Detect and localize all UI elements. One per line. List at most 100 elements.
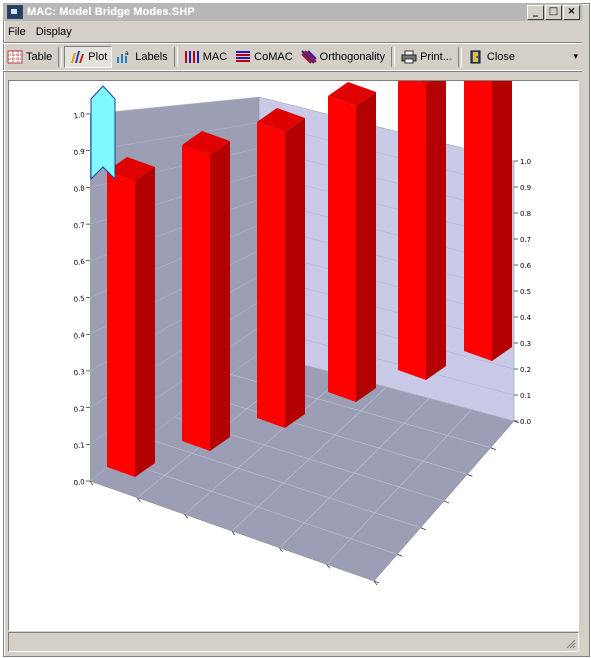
floor-tick-mark bbox=[420, 527, 426, 530]
close-window-button[interactable]: × bbox=[563, 4, 580, 20]
floor-tick-mark bbox=[89, 480, 94, 486]
floor-tick-mark bbox=[184, 514, 188, 519]
bar-front-face bbox=[257, 122, 285, 428]
right-axis-ticks: 0.0 0.1 0.2 0.3 0.4 0.5 0.6 0.7 0.8 0.9 1.0 bbox=[373, 158, 532, 584]
bar-top-face bbox=[182, 131, 230, 155]
floor-tick-mark bbox=[279, 547, 283, 552]
orthogonality-button[interactable]: Orthogonality bbox=[297, 46, 389, 68]
window-controls: _ □ × bbox=[527, 4, 580, 20]
table-button[interactable]: Table bbox=[3, 46, 56, 68]
selection-marker-icon[interactable] bbox=[90, 85, 116, 181]
table-icon bbox=[7, 50, 23, 63]
toolbar-separator bbox=[391, 46, 396, 67]
plot-canvas[interactable]: 0.0 0.1 0.2 0.3 0.4 0.5 0.6 0.7 0.8 0.9 1.0 0.0 0.1… bbox=[8, 41, 579, 631]
right-axis-tick-label: 0.6 bbox=[520, 262, 532, 270]
svg-text:a: a bbox=[125, 50, 129, 57]
chart-gridlines bbox=[89, 96, 515, 565]
toolbar-separator bbox=[457, 46, 462, 67]
bar-1 bbox=[107, 157, 155, 477]
bar-5 bbox=[398, 60, 446, 380]
plot-button-label: Plot bbox=[88, 50, 108, 63]
bar-side-face bbox=[285, 118, 305, 428]
bar-side-face bbox=[135, 167, 155, 477]
right-axis-tick-label: 0.5 bbox=[520, 288, 531, 296]
toolbar: Table Plot a Labels MAC bbox=[3, 42, 582, 71]
comac-button-label: CoMAC bbox=[254, 50, 293, 63]
toolbar-overflow-chevron-icon[interactable]: ▾ bbox=[573, 51, 578, 61]
window-title: MAC: Model Bridge Modes.SHP bbox=[27, 6, 195, 18]
left-axis-tick-label: 0.4 bbox=[73, 331, 86, 341]
bar-front-face bbox=[464, 55, 492, 361]
left-axis-tick-label: 0.5 bbox=[73, 295, 85, 304]
print-button[interactable]: Print... bbox=[397, 46, 456, 68]
plot-button[interactable]: Plot bbox=[64, 45, 113, 68]
resize-grip-icon[interactable] bbox=[564, 637, 576, 649]
floor-tick-mark bbox=[137, 497, 141, 502]
maximize-button[interactable]: □ bbox=[545, 4, 562, 20]
printer-icon bbox=[401, 50, 417, 63]
right-axis-tick-label: 0.7 bbox=[520, 236, 531, 244]
right-axis-tick-label: 0.9 bbox=[520, 184, 531, 192]
bar-6 bbox=[464, 41, 512, 361]
toolbar-separator bbox=[173, 46, 178, 67]
right-axis-tick-label: 0.3 bbox=[520, 340, 531, 348]
floor-tick-mark bbox=[490, 447, 496, 450]
toolbar-separator bbox=[58, 46, 63, 67]
menu-bar: File Display bbox=[3, 23, 77, 41]
comac-lines-icon bbox=[236, 50, 251, 62]
bar-front-face bbox=[107, 171, 135, 477]
orthogonality-icon bbox=[300, 49, 317, 64]
app-icon bbox=[7, 5, 23, 19]
menu-display[interactable]: Display bbox=[35, 26, 72, 38]
left-axis-tick-label: 0.3 bbox=[73, 368, 85, 377]
status-bar bbox=[8, 632, 579, 652]
floor-tick-mark bbox=[513, 420, 520, 424]
left-axis-tick-label: 1.0 bbox=[73, 111, 85, 120]
close-button[interactable]: Close bbox=[464, 46, 519, 68]
floor-tick-mark bbox=[397, 554, 403, 557]
floor-tick-mark bbox=[443, 500, 450, 504]
wall-gridline bbox=[89, 122, 260, 151]
labels-button[interactable]: a Labels bbox=[112, 46, 171, 68]
orthogonality-button-label: Orthogonality bbox=[319, 50, 386, 63]
mac-bars-icon bbox=[184, 50, 199, 63]
left-axis-tick-label: 0.1 bbox=[73, 441, 85, 450]
bar-4 bbox=[328, 82, 376, 402]
labels-icon: a bbox=[117, 50, 129, 63]
bar-side-face bbox=[356, 92, 376, 402]
bar-2 bbox=[182, 131, 230, 451]
right-axis-tick-label: 0.1 bbox=[520, 392, 531, 400]
left-axis-tick-label: 0.9 bbox=[73, 148, 85, 157]
plot-icon bbox=[71, 50, 85, 63]
minimize-button[interactable]: _ bbox=[527, 4, 544, 20]
mac-button-label: MAC bbox=[202, 50, 228, 63]
right-axis-tick-label: 0.8 bbox=[520, 210, 531, 218]
labels-button-label: Labels bbox=[135, 50, 168, 63]
table-button-label: Table bbox=[26, 50, 53, 63]
mac-button[interactable]: MAC bbox=[180, 46, 231, 68]
mac-3d-bar-chart[interactable]: 0.0 0.1 0.2 0.3 0.4 0.5 0.6 0.7 0.8 0.9 1.0 0.0 0.1… bbox=[9, 41, 578, 630]
bar-top-face bbox=[328, 82, 376, 106]
floor-tick-mark bbox=[373, 580, 378, 586]
left-axis-tick-label: 0.2 bbox=[73, 405, 85, 414]
right-axis-tick-label: 0.4 bbox=[520, 314, 532, 322]
bar-side-face bbox=[492, 51, 512, 361]
title-bar[interactable]: MAC: Model Bridge Modes.SHP _ □ × bbox=[3, 3, 582, 21]
bar-side-face bbox=[210, 141, 230, 451]
floor-tick-mark bbox=[467, 474, 473, 477]
bar-top-face bbox=[257, 108, 305, 132]
close-button-label: Close bbox=[486, 50, 516, 63]
left-axis-tick-label: 0.6 bbox=[73, 258, 86, 268]
bar-series bbox=[107, 41, 512, 477]
left-axis-ticks: 0.0 0.1 0.2 0.3 0.4 0.5 0.6 0.7 0.8 0.9 1.0 bbox=[73, 111, 378, 586]
door-icon bbox=[470, 50, 481, 63]
bar-front-face bbox=[182, 145, 210, 451]
floor-tick-mark bbox=[231, 530, 236, 536]
floor-tick-mark bbox=[326, 564, 330, 569]
bar-top-face bbox=[107, 157, 155, 181]
menu-file[interactable]: File bbox=[8, 26, 26, 38]
left-axis-tick-label: 0.7 bbox=[73, 221, 85, 230]
floor-tick-mark bbox=[373, 580, 380, 584]
comac-button[interactable]: CoMAC bbox=[231, 46, 297, 68]
right-axis-tick-label: 1.0 bbox=[520, 158, 531, 166]
